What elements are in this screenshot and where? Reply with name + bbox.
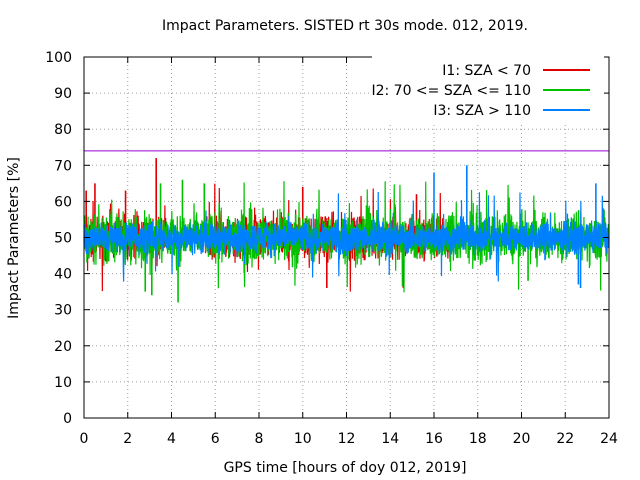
- x-tick-label: 12: [338, 431, 356, 447]
- x-tick-label: 10: [294, 431, 312, 447]
- x-tick-label: 24: [600, 431, 618, 447]
- y-tick-label: 0: [63, 411, 72, 427]
- x-tick-label: 14: [381, 431, 399, 447]
- x-tick-label: 18: [469, 431, 487, 447]
- y-tick-label: 10: [54, 375, 72, 391]
- x-tick-label: 20: [513, 431, 531, 447]
- legend: I1: SZA < 70 I2: 70 <= SZA <= 110 I3: SZA …: [371, 54, 604, 122]
- legend-label: I2: 70 <= SZA <= 110: [371, 83, 531, 99]
- y-tick-label: 40: [54, 267, 72, 283]
- y-axis-label: Impact Parameters [%]: [6, 157, 22, 319]
- y-tick-label: 20: [54, 339, 72, 355]
- y-tick-label: 90: [54, 86, 72, 102]
- series-3: [83, 165, 610, 289]
- x-tick-label: 6: [211, 431, 220, 447]
- x-axis-label: GPS time [hours of doy 012, 2019]: [224, 460, 467, 476]
- data-series: [83, 158, 610, 303]
- series-line: [83, 191, 610, 282]
- x-tick-label: 8: [255, 431, 264, 447]
- chart-title: Impact Parameters. SISTED rt 30s mode. 0…: [162, 18, 528, 34]
- x-tick-label: 4: [167, 431, 176, 447]
- axes: 0 2 4 6 8 10 12 14 16 18 20 22 240102030405060708090…: [45, 50, 618, 447]
- x-tick-label: 2: [123, 431, 132, 447]
- y-tick-label: 100: [45, 50, 72, 66]
- plot-frame: [83, 56, 610, 419]
- y-tick-label: 30: [54, 303, 72, 319]
- x-tick-label: 22: [556, 431, 574, 447]
- legend-label: I1: SZA < 70: [442, 63, 531, 79]
- legend-label: I3: SZA > 110: [433, 103, 531, 119]
- y-tick-label: 80: [54, 122, 72, 138]
- x-tick-label: 0: [80, 431, 89, 447]
- x-tick-label: 16: [425, 431, 443, 447]
- y-tick-label: 70: [54, 158, 72, 174]
- y-tick-label: 60: [54, 194, 72, 210]
- y-tick-label: 50: [54, 231, 72, 247]
